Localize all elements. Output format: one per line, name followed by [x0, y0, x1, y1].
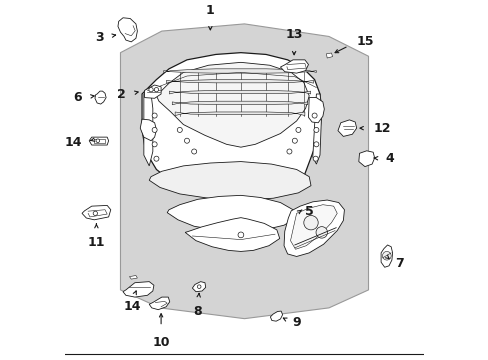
- Text: 4: 4: [385, 152, 393, 165]
- Text: 7: 7: [395, 257, 404, 270]
- Circle shape: [152, 127, 157, 132]
- Circle shape: [96, 139, 100, 143]
- Text: 2: 2: [117, 88, 125, 101]
- Polygon shape: [129, 275, 137, 279]
- Polygon shape: [172, 101, 307, 105]
- Polygon shape: [167, 195, 294, 231]
- Circle shape: [152, 113, 157, 118]
- Polygon shape: [156, 62, 308, 147]
- Text: 6: 6: [73, 91, 82, 104]
- Text: 15: 15: [356, 35, 373, 48]
- Circle shape: [154, 156, 159, 161]
- Circle shape: [191, 149, 196, 154]
- Circle shape: [311, 113, 316, 118]
- Circle shape: [238, 232, 244, 238]
- Text: 8: 8: [193, 305, 202, 318]
- Polygon shape: [175, 112, 305, 116]
- Text: 14: 14: [123, 300, 141, 312]
- Polygon shape: [95, 91, 106, 104]
- Text: 10: 10: [152, 336, 169, 348]
- Polygon shape: [89, 137, 108, 145]
- Circle shape: [292, 138, 297, 143]
- Text: 11: 11: [87, 236, 105, 249]
- Polygon shape: [149, 297, 169, 310]
- Circle shape: [303, 216, 318, 230]
- Text: 1: 1: [205, 4, 214, 17]
- Circle shape: [315, 227, 327, 238]
- Polygon shape: [284, 200, 344, 256]
- Polygon shape: [118, 18, 137, 42]
- Circle shape: [93, 211, 97, 216]
- Polygon shape: [290, 205, 337, 249]
- Polygon shape: [380, 245, 392, 267]
- Circle shape: [152, 142, 157, 147]
- Polygon shape: [312, 94, 321, 164]
- Polygon shape: [166, 80, 313, 83]
- Polygon shape: [120, 24, 368, 319]
- Circle shape: [295, 127, 300, 132]
- Polygon shape: [142, 53, 321, 198]
- Polygon shape: [326, 53, 332, 58]
- Circle shape: [286, 149, 291, 154]
- Polygon shape: [270, 311, 282, 321]
- Circle shape: [177, 127, 182, 132]
- Polygon shape: [337, 120, 356, 136]
- Polygon shape: [82, 206, 111, 220]
- Circle shape: [184, 138, 189, 143]
- Circle shape: [312, 156, 318, 161]
- Circle shape: [197, 285, 201, 288]
- Text: 3: 3: [95, 31, 103, 44]
- Polygon shape: [280, 60, 308, 73]
- Polygon shape: [144, 85, 161, 98]
- Circle shape: [313, 127, 318, 132]
- Text: 14: 14: [64, 136, 82, 149]
- Polygon shape: [149, 162, 310, 200]
- Polygon shape: [358, 151, 374, 167]
- Text: 13: 13: [285, 28, 302, 41]
- Polygon shape: [123, 282, 154, 297]
- Polygon shape: [163, 69, 316, 73]
- Polygon shape: [140, 119, 156, 141]
- Polygon shape: [185, 218, 279, 251]
- Polygon shape: [143, 94, 153, 166]
- Text: 12: 12: [372, 122, 390, 135]
- Circle shape: [382, 251, 390, 260]
- Text: 9: 9: [291, 316, 300, 329]
- Polygon shape: [169, 90, 310, 94]
- Polygon shape: [192, 282, 205, 292]
- Circle shape: [313, 142, 318, 147]
- Circle shape: [154, 87, 158, 92]
- Polygon shape: [308, 98, 324, 123]
- Circle shape: [148, 87, 153, 92]
- Text: 5: 5: [304, 205, 313, 218]
